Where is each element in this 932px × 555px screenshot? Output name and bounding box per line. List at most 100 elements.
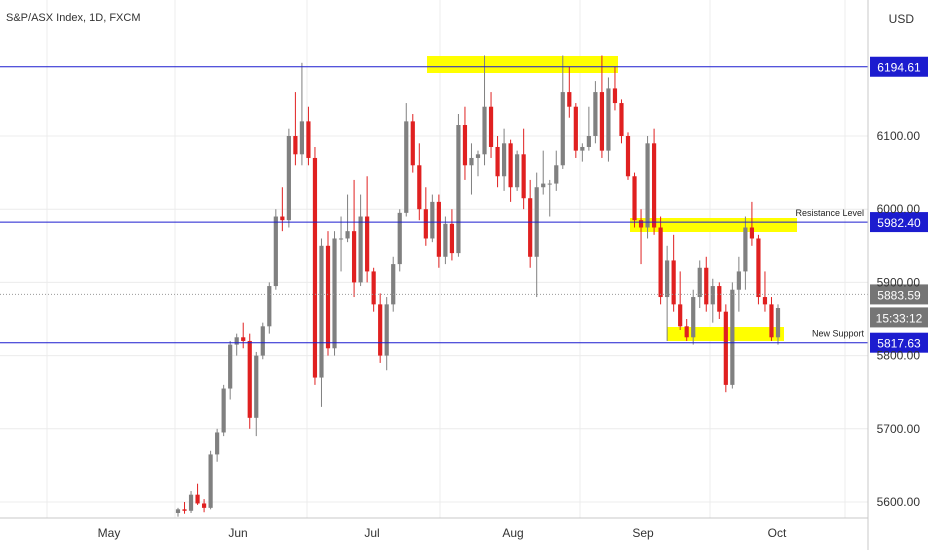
y-tick-label: 5600.00 <box>877 495 921 509</box>
candle-body <box>632 176 637 221</box>
candle-body <box>312 157 318 378</box>
candle-body <box>560 92 565 166</box>
candle-body <box>280 216 285 221</box>
candle-body <box>456 125 461 254</box>
candle-body <box>325 245 331 349</box>
candle-body <box>554 165 559 184</box>
candle-body <box>501 143 507 177</box>
candle-body <box>710 286 715 305</box>
countdown-badge <box>870 307 928 328</box>
candle-body <box>762 297 768 305</box>
candle-body <box>475 154 481 158</box>
candle-body <box>443 223 448 257</box>
candle-body <box>651 143 657 228</box>
candle-body <box>319 245 324 378</box>
candles-layer <box>175 55 781 517</box>
y-tick-label: 6100.00 <box>877 129 921 143</box>
candle-body <box>580 146 585 151</box>
level-badge-resistance <box>870 212 928 233</box>
candle-body <box>619 103 624 136</box>
candle-body <box>749 227 755 239</box>
candle-body <box>462 125 468 166</box>
candle-body <box>671 260 676 305</box>
candle-body <box>515 154 520 188</box>
axis-layer: 5600.00 5700.00 5800.00 5900.00 6000.00 6100.… <box>0 0 920 550</box>
candle-body <box>756 238 761 298</box>
current-price-label: 5883.59 <box>877 288 921 302</box>
candle-body <box>397 212 402 265</box>
candle-body <box>208 454 213 508</box>
candle-body <box>391 264 396 305</box>
candle-body <box>508 143 513 188</box>
candle-body <box>599 92 605 151</box>
candle-body <box>547 183 552 185</box>
candle-body <box>449 223 455 254</box>
candle-body <box>254 355 259 418</box>
candle-body <box>260 326 265 356</box>
grid-layer <box>0 0 868 518</box>
candle-body <box>469 157 474 166</box>
candle-body <box>423 209 428 239</box>
candle-body <box>404 121 409 213</box>
candle-body <box>351 231 357 283</box>
candle-body <box>378 304 383 356</box>
x-tick-label: Oct <box>768 526 787 540</box>
candle-body <box>286 136 291 221</box>
candle-body <box>678 304 683 327</box>
highlight-zone <box>427 56 618 73</box>
candle-body <box>612 88 618 104</box>
candle-body <box>299 121 305 155</box>
candle-body <box>775 308 781 338</box>
candle-body <box>195 494 200 504</box>
candle-body <box>606 88 611 151</box>
candle-body <box>188 494 194 511</box>
level-badge-top-resistance <box>870 56 928 77</box>
candle-body <box>293 136 298 155</box>
candle-body <box>267 286 272 327</box>
levels-layer: 6194.61 5982.40 Resistance Level 5817.63 New… <box>0 56 928 353</box>
candle-body <box>495 146 500 177</box>
candle-body <box>247 340 252 418</box>
candle-body <box>645 143 650 228</box>
candle-body <box>730 289 735 385</box>
x-tick-label: Aug <box>502 526 523 540</box>
candle-body <box>736 271 741 290</box>
candle-body <box>697 267 702 298</box>
candle-body <box>345 231 350 239</box>
candle-body <box>704 267 709 305</box>
candle-body <box>586 136 591 147</box>
candle-body <box>658 227 663 298</box>
candle-body <box>488 106 494 147</box>
candle-body <box>417 165 422 210</box>
candle-body <box>769 304 774 338</box>
candle-body <box>410 121 415 166</box>
currency-label: USD <box>888 12 914 26</box>
candle-body <box>215 432 220 455</box>
candle-body <box>306 121 311 158</box>
candle-body <box>182 509 187 511</box>
level-badge-label: 5817.63 <box>877 337 921 351</box>
candle-body <box>430 201 435 239</box>
candle-body <box>482 106 487 155</box>
current-price-badge <box>870 284 928 305</box>
y-tick-label: 5800.00 <box>877 349 921 363</box>
candle-body <box>541 183 546 188</box>
x-tick-label: Jun <box>228 526 247 540</box>
candle-body <box>201 503 207 508</box>
highlight-zone <box>630 218 797 232</box>
candle-body <box>338 238 344 240</box>
candle-body <box>358 216 363 283</box>
candle-body <box>528 198 533 257</box>
candle-body <box>684 326 689 338</box>
candle-body <box>691 297 696 338</box>
candle-body <box>273 216 278 287</box>
chart-title: S&P/ASX Index, 1D, FXCM <box>6 12 141 24</box>
candle-body <box>638 220 644 228</box>
candle-body <box>175 509 181 513</box>
candle-body <box>743 227 748 272</box>
candle-body <box>625 136 631 177</box>
candle-body <box>567 92 572 107</box>
candle-body <box>665 260 670 298</box>
